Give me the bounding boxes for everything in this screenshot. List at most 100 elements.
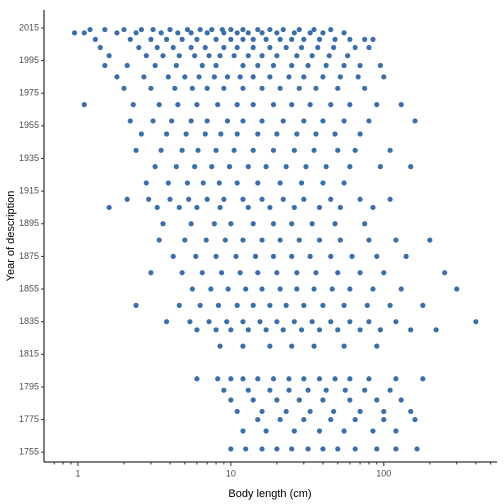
point: [245, 30, 251, 36]
point: [357, 196, 363, 202]
point: [192, 164, 198, 170]
point: [341, 30, 347, 36]
point: [307, 30, 313, 36]
point: [257, 319, 263, 325]
point: [381, 408, 387, 415]
point: [259, 30, 265, 36]
point: [381, 74, 387, 80]
point: [291, 204, 297, 211]
point: [206, 53, 212, 59]
point: [243, 446, 249, 452]
point: [183, 131, 189, 137]
point: [294, 270, 300, 276]
point: [289, 36, 295, 42]
point: [250, 147, 256, 153]
point: [341, 180, 347, 186]
point: [274, 270, 280, 276]
point: [133, 30, 139, 36]
point: [130, 102, 136, 108]
point: [203, 237, 209, 243]
point: [320, 180, 326, 186]
point: [270, 102, 277, 108]
point: [377, 164, 383, 170]
point: [296, 237, 302, 243]
point: [234, 102, 240, 108]
point: [331, 44, 337, 51]
point: [326, 53, 332, 59]
point: [211, 221, 217, 227]
point: [194, 36, 200, 42]
point: [311, 147, 317, 153]
point: [97, 44, 103, 51]
point: [234, 131, 240, 137]
point: [294, 286, 300, 292]
point: [280, 118, 286, 124]
point: [234, 408, 240, 415]
point: [213, 62, 219, 69]
point: [213, 253, 219, 259]
point: [316, 204, 323, 211]
point: [381, 416, 387, 423]
point: [188, 30, 194, 36]
point: [138, 26, 144, 33]
point: [370, 286, 376, 292]
y-tick-label: 1915: [19, 186, 39, 196]
point: [194, 376, 200, 382]
point: [374, 102, 380, 108]
point: [357, 408, 363, 415]
point: [215, 302, 222, 308]
point: [188, 118, 194, 124]
point: [341, 343, 347, 349]
point: [188, 221, 194, 227]
point: [263, 327, 269, 333]
point: [433, 327, 439, 333]
point: [158, 30, 164, 36]
point: [259, 53, 265, 59]
point: [163, 131, 170, 137]
point: [204, 196, 210, 202]
point: [189, 286, 195, 292]
point: [301, 36, 307, 42]
point: [267, 26, 273, 33]
point: [259, 408, 265, 415]
point: [420, 376, 426, 382]
point: [374, 446, 380, 452]
point: [204, 85, 210, 91]
point: [206, 319, 212, 325]
point: [320, 30, 326, 36]
point: [274, 397, 280, 403]
point: [156, 102, 162, 108]
point: [133, 147, 139, 153]
point: [182, 74, 188, 80]
point: [154, 44, 160, 51]
point: [267, 387, 273, 393]
point: [374, 343, 380, 349]
point: [146, 196, 152, 202]
point: [328, 26, 334, 33]
point: [226, 164, 233, 170]
point: [184, 180, 191, 186]
point: [138, 131, 144, 137]
point: [255, 180, 261, 186]
point: [255, 26, 261, 33]
point: [225, 286, 231, 292]
x-tick-label: 1: [75, 468, 80, 478]
point: [136, 44, 142, 51]
point: [291, 428, 297, 434]
point: [165, 180, 171, 186]
point: [170, 253, 176, 259]
point: [173, 62, 179, 69]
point: [283, 302, 289, 308]
point: [277, 85, 283, 91]
y-tick-label: 1975: [19, 88, 39, 98]
point: [289, 343, 295, 349]
point: [328, 253, 334, 259]
point: [301, 302, 307, 308]
point: [352, 446, 358, 452]
point: [270, 147, 277, 153]
point: [263, 36, 269, 42]
point: [270, 253, 277, 259]
point: [228, 376, 234, 382]
x-axis-title: Body length (cm): [228, 488, 311, 500]
point: [172, 85, 178, 91]
